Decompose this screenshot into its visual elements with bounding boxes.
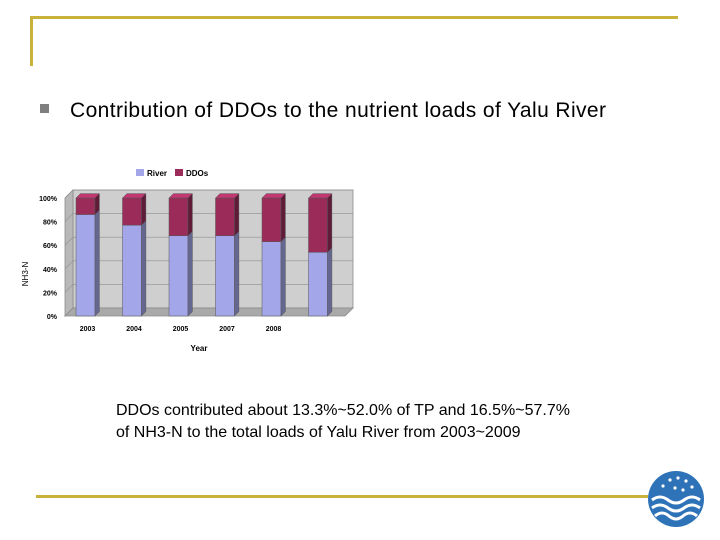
y-tick-label: 80%	[43, 220, 58, 227]
legend-label-ddos: DDOs	[186, 169, 209, 178]
legend-swatch-ddos	[175, 169, 183, 176]
legend-label-river: River	[147, 169, 167, 178]
gridline-side	[64, 236, 74, 246]
caption-line-1: DDOs contributed about 13.3%~52.0% of TP…	[116, 402, 570, 419]
y-tick-label: 100%	[39, 196, 58, 203]
frame-top-line	[30, 16, 678, 19]
frame-bottom-line	[36, 495, 648, 498]
bar-2004-river	[122, 220, 147, 317]
bar-2007-ddos	[214, 192, 240, 237]
stacked-bar-chart: River DDOs 0% 20% 40% 60% 80% 100% 2003 2004 20…	[21, 169, 354, 353]
bar-2003-ddos	[75, 192, 101, 216]
bar-2008-ddos	[261, 192, 287, 243]
legend-swatch-river	[136, 169, 144, 176]
chart-legend: River DDOs	[136, 169, 209, 178]
bar-2004-ddos	[121, 192, 147, 226]
gridline-side	[64, 213, 74, 222]
bar-2005-river	[168, 230, 193, 317]
bar-2005-ddos	[168, 192, 194, 237]
y-tick-label: 60%	[43, 243, 58, 250]
bullet-icon	[40, 104, 49, 113]
plot-side-wall	[64, 189, 74, 317]
caption-line-2: of NH3-N to the total loads of Yalu Rive…	[116, 424, 521, 441]
x-tick-label: 2007	[219, 326, 235, 333]
y-tick-label: 20%	[43, 290, 58, 297]
x-tick-label: 2003	[80, 326, 96, 333]
frame-left-line	[30, 16, 33, 66]
gridline-side	[64, 284, 74, 293]
bar-2003-river	[75, 209, 100, 317]
bar-extra-ddos	[307, 192, 333, 253]
x-axis-title: Year	[191, 344, 208, 353]
x-tick-label: 2008	[266, 326, 282, 333]
y-tick-label: 40%	[43, 267, 58, 274]
y-axis-title: NH3-N	[21, 262, 30, 287]
bar-2008-river	[261, 236, 286, 317]
x-tick-label: 2004	[126, 326, 142, 333]
bar-2007-river	[215, 230, 240, 317]
gridline-side	[64, 260, 74, 270]
slide-title: Contribution of DDOs to the nutrient loa…	[70, 99, 607, 122]
y-tick-label: 0%	[47, 314, 58, 321]
bar-extra-river	[308, 247, 333, 317]
gridline-side	[64, 189, 74, 199]
x-tick-label: 2005	[173, 326, 189, 333]
slide-caption: DDOs contributed about 13.3%~52.0% of TP…	[116, 400, 676, 444]
organization-logo-icon	[648, 471, 704, 527]
